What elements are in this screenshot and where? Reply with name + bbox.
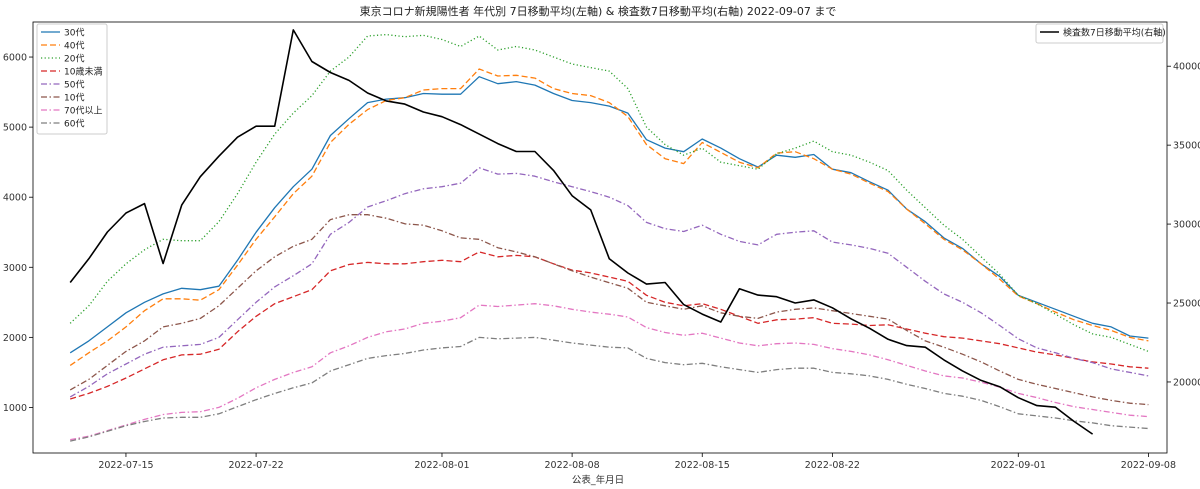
y-left-tick-label: 5000 xyxy=(3,123,27,134)
legend-label: 40代 xyxy=(64,41,84,52)
y-left-tick-label: 1000 xyxy=(3,403,27,414)
x-tick-label: 2022-09-08 xyxy=(1121,460,1176,471)
series-line-0 xyxy=(69,76,1149,354)
series-line-6 xyxy=(70,303,1149,441)
legend-label: 70代以上 xyxy=(64,106,102,117)
x-axis-title: 公表_年月日 xyxy=(572,474,624,486)
x-tick-label: 2022-08-22 xyxy=(805,460,860,471)
y-right-tick-label: 40000 xyxy=(1173,62,1200,73)
x-tick-label: 2022-08-08 xyxy=(545,460,600,471)
legend-label: 10歳未満 xyxy=(64,66,102,78)
y-right-tick-label: 30000 xyxy=(1173,220,1200,231)
x-tick-label: 2022-07-15 xyxy=(98,460,153,471)
legend-label: 50代 xyxy=(64,80,84,91)
series-line-2 xyxy=(69,33,1149,353)
y-left-tick-label: 2000 xyxy=(3,333,27,344)
y-left-tick-label: 6000 xyxy=(3,53,27,64)
legend-label: 20代 xyxy=(64,54,84,65)
series-line-5 xyxy=(69,214,1149,406)
plot-frame xyxy=(32,21,1168,454)
y-right-tick-label: 25000 xyxy=(1173,299,1200,310)
y-axis-right: 20000 25000 30000 35000 40000 xyxy=(1167,62,1200,388)
y-left-tick-label: 4000 xyxy=(3,193,27,204)
x-tick-label: 2022-08-01 xyxy=(414,460,469,471)
series-line-7 xyxy=(70,336,1149,442)
legend-label: 10代 xyxy=(64,93,84,104)
series-line-4 xyxy=(69,167,1149,398)
legend-left-box xyxy=(36,23,108,135)
x-tick-label: 2022-09-01 xyxy=(991,460,1046,471)
series-line-3 xyxy=(70,251,1149,400)
x-tick-label: 2022-08-15 xyxy=(675,460,730,471)
legend-label: 検査数7日移動平均(右軸) xyxy=(1063,27,1166,39)
y-right-tick-label: 20000 xyxy=(1173,377,1200,388)
legend-label: 30代 xyxy=(64,28,84,39)
y-left-tick-label: 3000 xyxy=(3,263,27,274)
series-line-1 xyxy=(69,68,1149,366)
x-axis: 2022-07-15 2022-07-22 2022-08-01 2022-08-08… xyxy=(98,453,1176,471)
x-tick-label: 2022-07-22 xyxy=(228,460,283,471)
legend-right-box xyxy=(1035,23,1164,44)
y-right-tick-label: 35000 xyxy=(1173,141,1200,152)
legend-right: 検査数7日移動平均(右軸) xyxy=(1035,23,1166,44)
series-layer xyxy=(69,29,1149,442)
chart-title: 東京コロナ新規陽性者 年代別 7日移動平均(左軸) & 検査数7日移動平均(右軸… xyxy=(360,4,837,18)
series-line-8 xyxy=(69,29,1094,435)
y-axis-left: 1000 2000 3000 4000 5000 6000 xyxy=(3,53,33,414)
legend-label: 60代 xyxy=(64,119,84,130)
